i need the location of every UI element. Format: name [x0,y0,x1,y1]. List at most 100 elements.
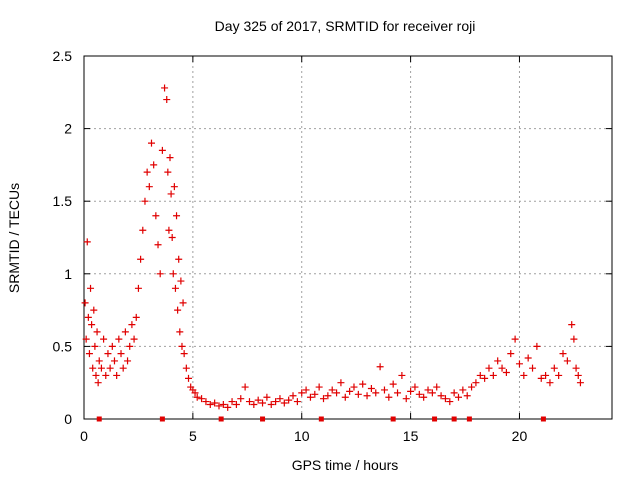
data-point [559,350,567,358]
data-point [124,357,132,365]
data-point [363,392,371,400]
data-point [411,383,419,391]
y-tick-label: 0 [64,411,72,427]
data-point [152,212,160,220]
data-point [306,393,314,401]
data-point [211,399,219,407]
data-point [126,342,134,350]
data-point [167,190,175,198]
data-point [502,369,510,377]
data-point [141,197,149,205]
data-point [433,383,441,391]
data-point [481,374,489,382]
data-point [263,393,271,401]
y-tick-label: 1 [64,266,72,282]
data-point [180,350,188,358]
bottom-marker [432,416,438,422]
data-point [82,335,90,343]
bottom-marker [466,416,472,422]
data-point [542,371,550,379]
data-point [156,270,164,278]
data-point [176,328,184,336]
data-point [165,226,173,234]
data-point [81,299,89,307]
data-point [507,350,515,358]
data-point [341,393,349,401]
data-point [91,342,99,350]
bottom-marker [260,416,266,422]
data-point [259,399,267,407]
y-tick-label: 0.5 [53,338,73,354]
data-point [161,84,169,92]
x-tick-label: 0 [80,428,88,444]
data-point [524,354,532,362]
data-point [476,371,484,379]
data-point [228,398,236,406]
data-point [337,379,345,387]
data-point [489,371,497,379]
data-point [175,255,183,263]
data-point [550,364,558,372]
data-point [446,398,454,406]
x-tick-label: 10 [294,428,310,444]
y-axis-label: SRMTID / TECUs [6,183,22,293]
data-point [350,383,358,391]
x-axis-label: GPS time / hours [292,457,399,473]
data-point [121,328,129,336]
data-point [359,380,367,388]
data-point [520,371,528,379]
data-point [533,342,541,350]
x-tick-label: 15 [403,428,419,444]
data-point [164,168,172,176]
bottom-marker [159,416,165,422]
data-point [328,386,336,394]
data-point [115,335,123,343]
data-point [245,398,253,406]
data-point [394,389,402,397]
data-point [198,395,206,403]
data-point [298,389,306,397]
data-point [137,255,145,263]
bottom-marker [96,416,102,422]
data-point [320,395,328,403]
data-point [570,335,578,343]
data-point [83,238,91,246]
data-point [215,402,223,410]
data-point [232,400,240,408]
plot-frame [83,55,613,420]
data-point [302,386,310,394]
data-point [104,350,112,358]
bottom-markers [96,416,546,422]
data-point [472,379,480,387]
data-point [389,380,397,388]
data-point [150,161,158,169]
data-point [119,364,127,372]
data-point [529,364,537,372]
data-point [202,398,210,406]
data-point [219,400,227,408]
data-point [177,277,185,285]
data-point [128,321,136,329]
data-point [280,399,288,407]
data-point [241,383,249,391]
data-point [110,357,118,365]
data-point [380,386,388,394]
data-point [158,146,166,154]
data-point [250,400,258,408]
bottom-marker [318,416,324,422]
data-point [494,357,502,365]
data-point [185,374,193,382]
x-tick-label: 20 [512,428,528,444]
data-point [293,398,301,406]
data-point [463,392,471,400]
bottom-marker [540,416,546,422]
data-point [515,360,523,368]
data-point [511,335,519,343]
data-point [468,383,476,391]
data-point [93,328,101,336]
data-point [178,342,186,350]
data-point [84,313,92,321]
data-point [143,168,151,176]
y-tick-label: 1.5 [53,193,73,209]
data-point [574,371,582,379]
